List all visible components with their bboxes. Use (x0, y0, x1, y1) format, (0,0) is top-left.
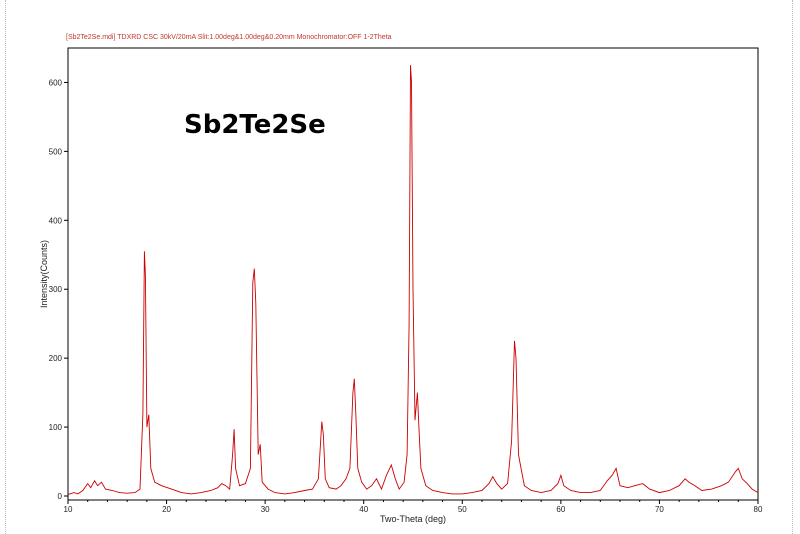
x-tick-label: 20 (162, 505, 171, 514)
x-tick-label: 60 (556, 505, 565, 514)
x-axis-label: Two-Theta (deg) (380, 514, 446, 524)
intensity-series-line (67, 65, 759, 496)
y-tick-label: 600 (49, 78, 63, 87)
y-tick-label: 500 (49, 147, 63, 156)
x-tick-label: 80 (754, 505, 763, 514)
y-tick-label: 400 (49, 216, 63, 225)
chart-title: Sb2Te2Se (184, 110, 326, 140)
y-tick-label: 200 (49, 354, 63, 363)
x-axis-ticks: 10 20 30 40 50 60 70 80 (64, 500, 763, 514)
y-axis-label: Intensity(Counts) (39, 240, 49, 308)
x-tick-label: 40 (359, 505, 368, 514)
x-tick-label: 50 (458, 505, 467, 514)
y-tick-label: 0 (58, 492, 63, 501)
y-tick-label: 100 (49, 423, 63, 432)
x-tick-label: 10 (64, 505, 73, 514)
left-ruler (0, 0, 6, 534)
y-tick-label: 300 (49, 285, 63, 294)
right-ruler (792, 0, 800, 534)
x-tick-label: 70 (655, 505, 664, 514)
minor-ticks (87, 500, 739, 502)
y-axis-ticks: 0 100 200 300 400 500 600 (49, 78, 68, 501)
x-tick-label: 30 (261, 505, 270, 514)
measurement-info: [Sb2Te2Se.mdi] TDXRD CSC 30kV/20mA Slit:… (66, 34, 392, 41)
plot-frame (67, 47, 759, 501)
